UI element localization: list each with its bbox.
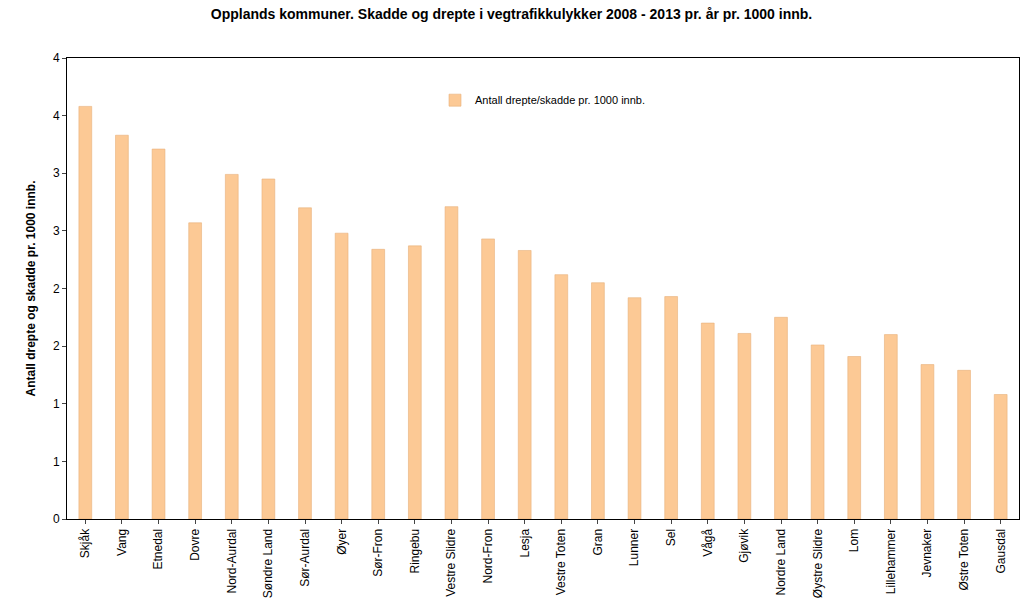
svg-text:Nordre Land: Nordre Land xyxy=(774,529,788,596)
svg-text:Øyer: Øyer xyxy=(335,529,349,555)
svg-text:Dovre: Dovre xyxy=(188,528,202,560)
svg-text:2: 2 xyxy=(53,339,60,353)
svg-text:3: 3 xyxy=(53,224,60,238)
svg-text:Sør-Aurdal: Sør-Aurdal xyxy=(298,529,312,587)
svg-text:Lesja: Lesja xyxy=(518,528,532,557)
svg-text:Lom: Lom xyxy=(847,529,861,552)
svg-text:Vågå: Vågå xyxy=(701,528,715,556)
svg-text:Gran: Gran xyxy=(591,529,605,556)
svg-text:Opplands kommuner. Skadde og d: Opplands kommuner. Skadde og drepte i ve… xyxy=(211,6,812,22)
svg-text:Antall drepte/skadde pr. 1000: Antall drepte/skadde pr. 1000 innb. xyxy=(475,94,645,106)
svg-text:Nord-Fron: Nord-Fron xyxy=(481,529,495,584)
svg-text:Øystre Slidre: Øystre Slidre xyxy=(811,528,825,598)
svg-text:Etnedal: Etnedal xyxy=(151,529,165,570)
svg-text:Lillehammer: Lillehammer xyxy=(884,529,898,594)
svg-text:Sør-Fron: Sør-Fron xyxy=(371,529,385,577)
svg-text:0: 0 xyxy=(53,512,60,526)
svg-text:2: 2 xyxy=(53,282,60,296)
svg-text:Ringebu: Ringebu xyxy=(408,529,422,574)
svg-text:4: 4 xyxy=(53,109,60,123)
svg-text:4: 4 xyxy=(53,51,60,65)
svg-text:Lunner: Lunner xyxy=(627,529,641,566)
svg-text:Gjøvik: Gjøvik xyxy=(737,528,751,563)
svg-text:Jevnaker: Jevnaker xyxy=(920,529,934,578)
svg-text:1: 1 xyxy=(53,397,60,411)
svg-text:Vestre Slidre: Vestre Slidre xyxy=(444,528,458,596)
svg-text:Vestre Toten: Vestre Toten xyxy=(554,529,568,596)
svg-text:Gausdal: Gausdal xyxy=(994,529,1008,574)
svg-text:Østre Toten: Østre Toten xyxy=(957,529,971,591)
svg-text:Sel: Sel xyxy=(664,529,678,546)
svg-text:Søndre Land: Søndre Land xyxy=(261,529,275,598)
svg-text:Nord-Aurdal: Nord-Aurdal xyxy=(225,529,239,594)
svg-text:Skjåk: Skjåk xyxy=(78,528,92,558)
svg-text:Antall drepte og skadde pr. 10: Antall drepte og skadde pr. 1000 innb. xyxy=(24,180,38,396)
svg-text:1: 1 xyxy=(53,455,60,469)
svg-text:3: 3 xyxy=(53,166,60,180)
svg-text:Vang: Vang xyxy=(115,529,129,556)
